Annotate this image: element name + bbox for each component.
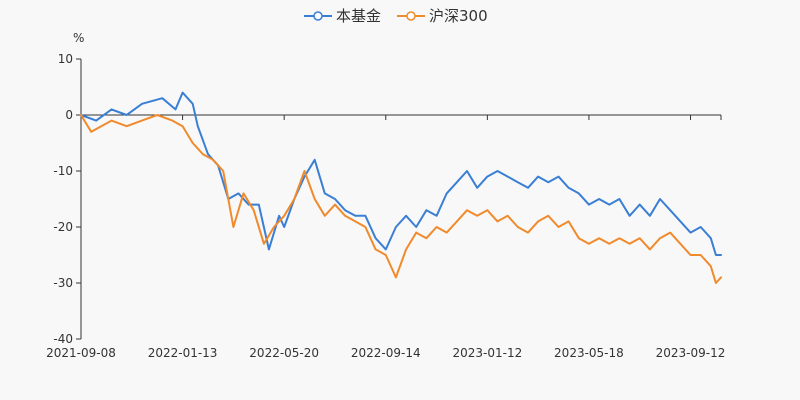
x-tick-label: 2022-09-14 [351, 346, 421, 360]
legend-label-csi300: 沪深300 [429, 7, 488, 25]
legend: 本基金 沪深300 [304, 7, 488, 25]
series-line-fund [80, 91, 722, 256]
y-tick-label: 0 [65, 108, 73, 122]
x-tick-label: 2023-05-18 [554, 346, 624, 360]
y-tick-label: -40 [53, 332, 73, 346]
legend-label-fund: 本基金 [336, 7, 381, 25]
x-tick-label: 2023-01-12 [452, 346, 522, 360]
y-axis: 10 0 -10 -20 -30 -40 [53, 52, 82, 346]
legend-item-fund[interactable]: 本基金 [304, 7, 381, 25]
x-tick-label: 2023-09-12 [656, 346, 726, 360]
y-axis-unit-label: % [73, 31, 84, 45]
series-layer [80, 91, 722, 284]
legend-item-csi300[interactable]: 沪深300 [397, 7, 488, 25]
legend-marker-icon [406, 11, 416, 21]
x-axis: 2021-09-08 2022-01-13 2022-05-20 2022-09-14… [46, 114, 726, 360]
y-tick-label: -10 [53, 164, 73, 178]
y-tick-label: -30 [53, 276, 73, 290]
x-tick-label: 2021-09-08 [46, 346, 116, 360]
series-line-csi300 [80, 114, 722, 284]
x-tick-label: 2022-01-13 [148, 346, 218, 360]
y-tick-label: -20 [53, 220, 73, 234]
legend-marker-icon [313, 11, 323, 21]
y-tick-label: 10 [58, 52, 73, 66]
x-tick-label: 2022-05-20 [249, 346, 319, 360]
